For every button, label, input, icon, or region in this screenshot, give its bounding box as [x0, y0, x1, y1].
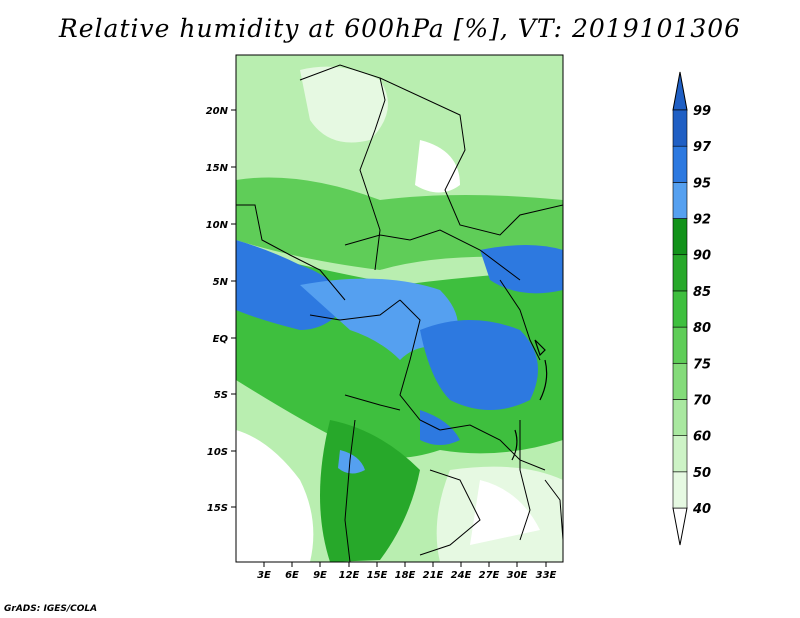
colorbar-label: 99	[693, 104, 711, 119]
saturated-region-central	[300, 278, 458, 360]
colorbar-bottom-arrow	[672, 507, 688, 546]
colorbar-segment	[672, 182, 688, 219]
lon-tick-label: 6E	[285, 570, 299, 581]
lon-tick-label: 3E	[257, 570, 271, 581]
grads-credit: GrADS: IGES/COLA	[4, 604, 98, 614]
lat-tick-label: 5N	[213, 277, 229, 288]
lat-tick-label: 15N	[206, 163, 229, 174]
colorbar-top-arrow	[672, 71, 688, 111]
dry-region-north	[300, 66, 388, 143]
colorbar-label: 75	[693, 357, 711, 372]
colorbar-segment	[672, 145, 688, 183]
lon-tick-label: 21E	[423, 570, 444, 581]
colorbar-segment	[672, 109, 688, 147]
colorbar: 40 50 60 70 75 80 85 90 92 95 97 99	[672, 71, 712, 546]
colorbar-segment	[672, 435, 688, 473]
colorbar-segment	[672, 362, 688, 400]
colorbar-segment	[672, 254, 688, 292]
lon-tick-label: 33E	[536, 570, 557, 581]
colorbar-label: 60	[693, 430, 711, 445]
lon-axis: 3E 6E 9E 12E 15E 18E 21E 24E 27E 30E 33E	[257, 562, 557, 581]
lat-tick-label: 5S	[214, 390, 228, 401]
moist-band-north	[236, 177, 563, 270]
colorbar-segment	[672, 326, 688, 364]
lon-tick-label: 15E	[367, 570, 388, 581]
lat-tick-label: EQ	[213, 334, 229, 345]
lat-tick-label: 15S	[207, 503, 228, 514]
lake-outlines	[511, 339, 548, 461]
lat-tick-label: 10N	[206, 220, 229, 231]
humidity-field	[236, 55, 563, 562]
lon-tick-label: 24E	[451, 570, 472, 581]
saturated-region-east	[420, 320, 538, 410]
colorbar-label: 85	[693, 285, 711, 300]
colorbar-segment	[672, 290, 688, 328]
map-title: Relative humidity at 600hPa [%], VT: 201…	[58, 14, 742, 43]
colorbar-segment	[672, 399, 688, 436]
colorbar-segment	[672, 218, 688, 256]
lon-tick-label: 18E	[395, 570, 416, 581]
colorbar-label: 90	[693, 249, 711, 264]
lat-axis: 20N 15N 10N 5N EQ 5S 10S 15S	[206, 106, 236, 514]
dry-region-southwest	[236, 430, 314, 562]
dry-region-southeast-core	[470, 480, 540, 545]
saturated-cell-south	[420, 410, 460, 445]
colorbar-segment	[672, 471, 688, 509]
dry-region-northeast	[415, 140, 460, 193]
lon-tick-label: 12E	[339, 570, 360, 581]
colorbar-label: 97	[693, 140, 712, 155]
lon-tick-label: 30E	[507, 570, 528, 581]
saturated-region-west	[236, 240, 350, 330]
country-borders	[236, 64, 563, 562]
colorbar-label: 40	[692, 502, 711, 517]
saturated-cell-southwest	[338, 450, 365, 474]
lat-tick-label: 20N	[206, 106, 229, 117]
lon-tick-label: 27E	[479, 570, 500, 581]
colorbar-label: 70	[693, 393, 711, 408]
colorbar-label: 92	[693, 213, 711, 228]
colorbar-label: 95	[693, 176, 711, 191]
lon-tick-label: 9E	[313, 570, 327, 581]
colorbar-label: 80	[693, 321, 711, 336]
lat-tick-label: 10S	[207, 447, 228, 458]
map-frame	[235, 54, 564, 563]
colorbar-label: 50	[693, 466, 711, 481]
